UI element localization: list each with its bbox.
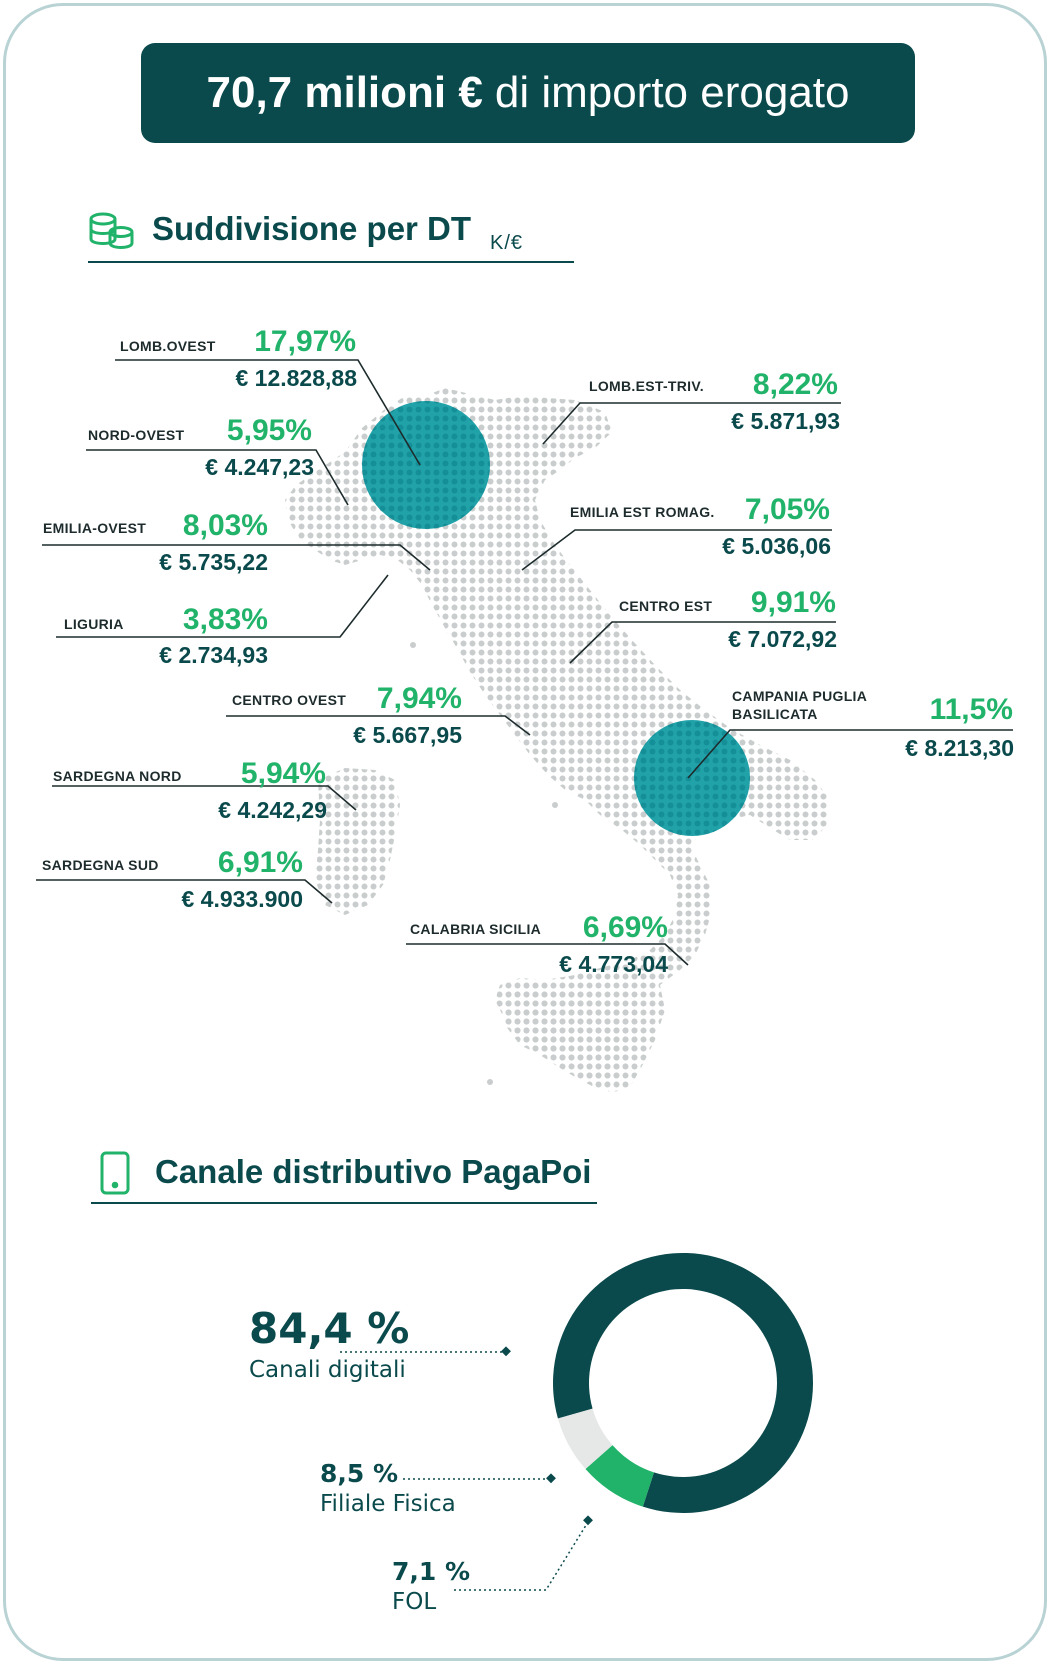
slice-percent: 84,4 % bbox=[249, 1304, 409, 1353]
leader-lomb-est-triv bbox=[542, 402, 841, 445]
region-percent: 9,91% bbox=[751, 586, 836, 619]
region-name: SARDEGNA SUD bbox=[42, 857, 159, 873]
region-percent: 7,05% bbox=[745, 493, 830, 526]
leader-emilia-est bbox=[521, 529, 832, 571]
region-percent: 7,94% bbox=[377, 682, 462, 715]
region-value: € 5.036,06 bbox=[722, 533, 831, 559]
slice-name: FOL bbox=[392, 1589, 436, 1615]
region-labels: LOMB.OVEST 17,97% € 12.828,88 LOMB.EST-T… bbox=[42, 325, 1014, 977]
section-rule-dt bbox=[88, 261, 574, 263]
region-value: € 7.072,92 bbox=[728, 626, 837, 652]
leader-liguria bbox=[56, 574, 389, 638]
region-percent: 6,91% bbox=[218, 846, 303, 879]
region-name: LIGURIA bbox=[64, 616, 124, 632]
leader-campania bbox=[687, 729, 1013, 779]
region-percent: 3,83% bbox=[183, 603, 268, 636]
slice-name: Filiale Fisica bbox=[320, 1491, 456, 1517]
leader-calabria-sicilia bbox=[406, 943, 689, 966]
donut-slice-fol bbox=[557, 1408, 613, 1469]
leader-sardegna-sud bbox=[36, 879, 333, 904]
region-percent: 5,94% bbox=[241, 757, 326, 790]
leader-nord-ovest bbox=[86, 449, 349, 506]
region-value: € 5.871,93 bbox=[731, 408, 840, 434]
section-rule-canale bbox=[91, 1202, 597, 1204]
section-title-dt: Suddivisione per DT bbox=[152, 210, 472, 247]
leader-centro-ovest bbox=[226, 715, 531, 736]
region-percent: 8,03% bbox=[183, 509, 268, 542]
region-value: € 5.667,95 bbox=[353, 722, 462, 748]
region-name: SARDEGNA NORD bbox=[53, 768, 182, 784]
leader-marker-canali bbox=[501, 1346, 511, 1357]
slice-percent: 8,5 % bbox=[320, 1459, 398, 1488]
section-title-canale: Canale distributivo PagaPoi bbox=[155, 1153, 592, 1190]
donut-leaders bbox=[340, 1351, 589, 1591]
leader-centro-est bbox=[569, 621, 836, 664]
region-percent: 6,69% bbox=[583, 911, 668, 944]
region-value: € 4.773,04 bbox=[559, 951, 668, 977]
region-value: € 4.242,29 bbox=[218, 797, 327, 823]
italy-dotted-map bbox=[285, 388, 830, 1092]
headline-amount: 70,7 milioni € bbox=[206, 68, 483, 117]
leader-sardegna-nord bbox=[52, 785, 357, 811]
highlight-circle-campania-dots bbox=[634, 720, 750, 836]
region-name: CENTRO OVEST bbox=[232, 692, 346, 708]
region-percent: 17,97% bbox=[254, 325, 356, 358]
section-unit: K/€ bbox=[490, 232, 524, 254]
region-name: EMILIA-OVEST bbox=[43, 520, 146, 536]
region-name: CENTRO EST bbox=[619, 598, 712, 614]
leader-marker-filiale bbox=[546, 1473, 556, 1484]
region-percent: 11,5% bbox=[930, 693, 1013, 726]
region-value: € 5.735,22 bbox=[159, 549, 268, 575]
headline-text: di importo erogato bbox=[494, 68, 850, 117]
leader-lomb-ovest bbox=[115, 359, 421, 466]
donut-slice-filiale-fisica bbox=[585, 1445, 654, 1507]
card-frame bbox=[3, 3, 1047, 1661]
region-name: EMILIA EST ROMAG. bbox=[570, 504, 715, 520]
leader-emilia-ovest bbox=[42, 544, 431, 571]
headline-banner: 70,7 milioni € di importo erogato bbox=[141, 43, 915, 143]
leader-fol bbox=[454, 1521, 589, 1591]
region-value: € 12.828,88 bbox=[235, 365, 357, 391]
coins-stack-icon bbox=[89, 212, 134, 249]
region-value: € 4.933.900 bbox=[181, 886, 303, 912]
region-name-line2: BASILICATA bbox=[732, 706, 818, 722]
leader-lines bbox=[36, 359, 1013, 966]
leader-marker-fol bbox=[583, 1515, 593, 1526]
region-name: NORD-OVEST bbox=[88, 427, 184, 443]
region-value: € 4.247,23 bbox=[205, 454, 314, 480]
slice-percent: 7,1 % bbox=[392, 1557, 470, 1586]
region-name: LOMB.OVEST bbox=[120, 338, 216, 354]
region-name: CAMPANIA PUGLIA bbox=[732, 688, 867, 704]
donut-chart bbox=[553, 1252, 813, 1514]
region-percent: 5,95% bbox=[227, 414, 312, 447]
region-percent: 8,22% bbox=[753, 368, 838, 401]
region-name: LOMB.EST-TRIV. bbox=[589, 378, 704, 394]
region-value: € 2.734,93 bbox=[159, 642, 268, 668]
highlight-circle-lomb-ovest-dots bbox=[362, 401, 490, 529]
region-value: € 8.213,30 bbox=[905, 735, 1014, 761]
slice-name: Canali digitali bbox=[249, 1357, 406, 1383]
region-name: CALABRIA SICILIA bbox=[410, 921, 541, 937]
smartphone-icon bbox=[100, 1151, 130, 1195]
